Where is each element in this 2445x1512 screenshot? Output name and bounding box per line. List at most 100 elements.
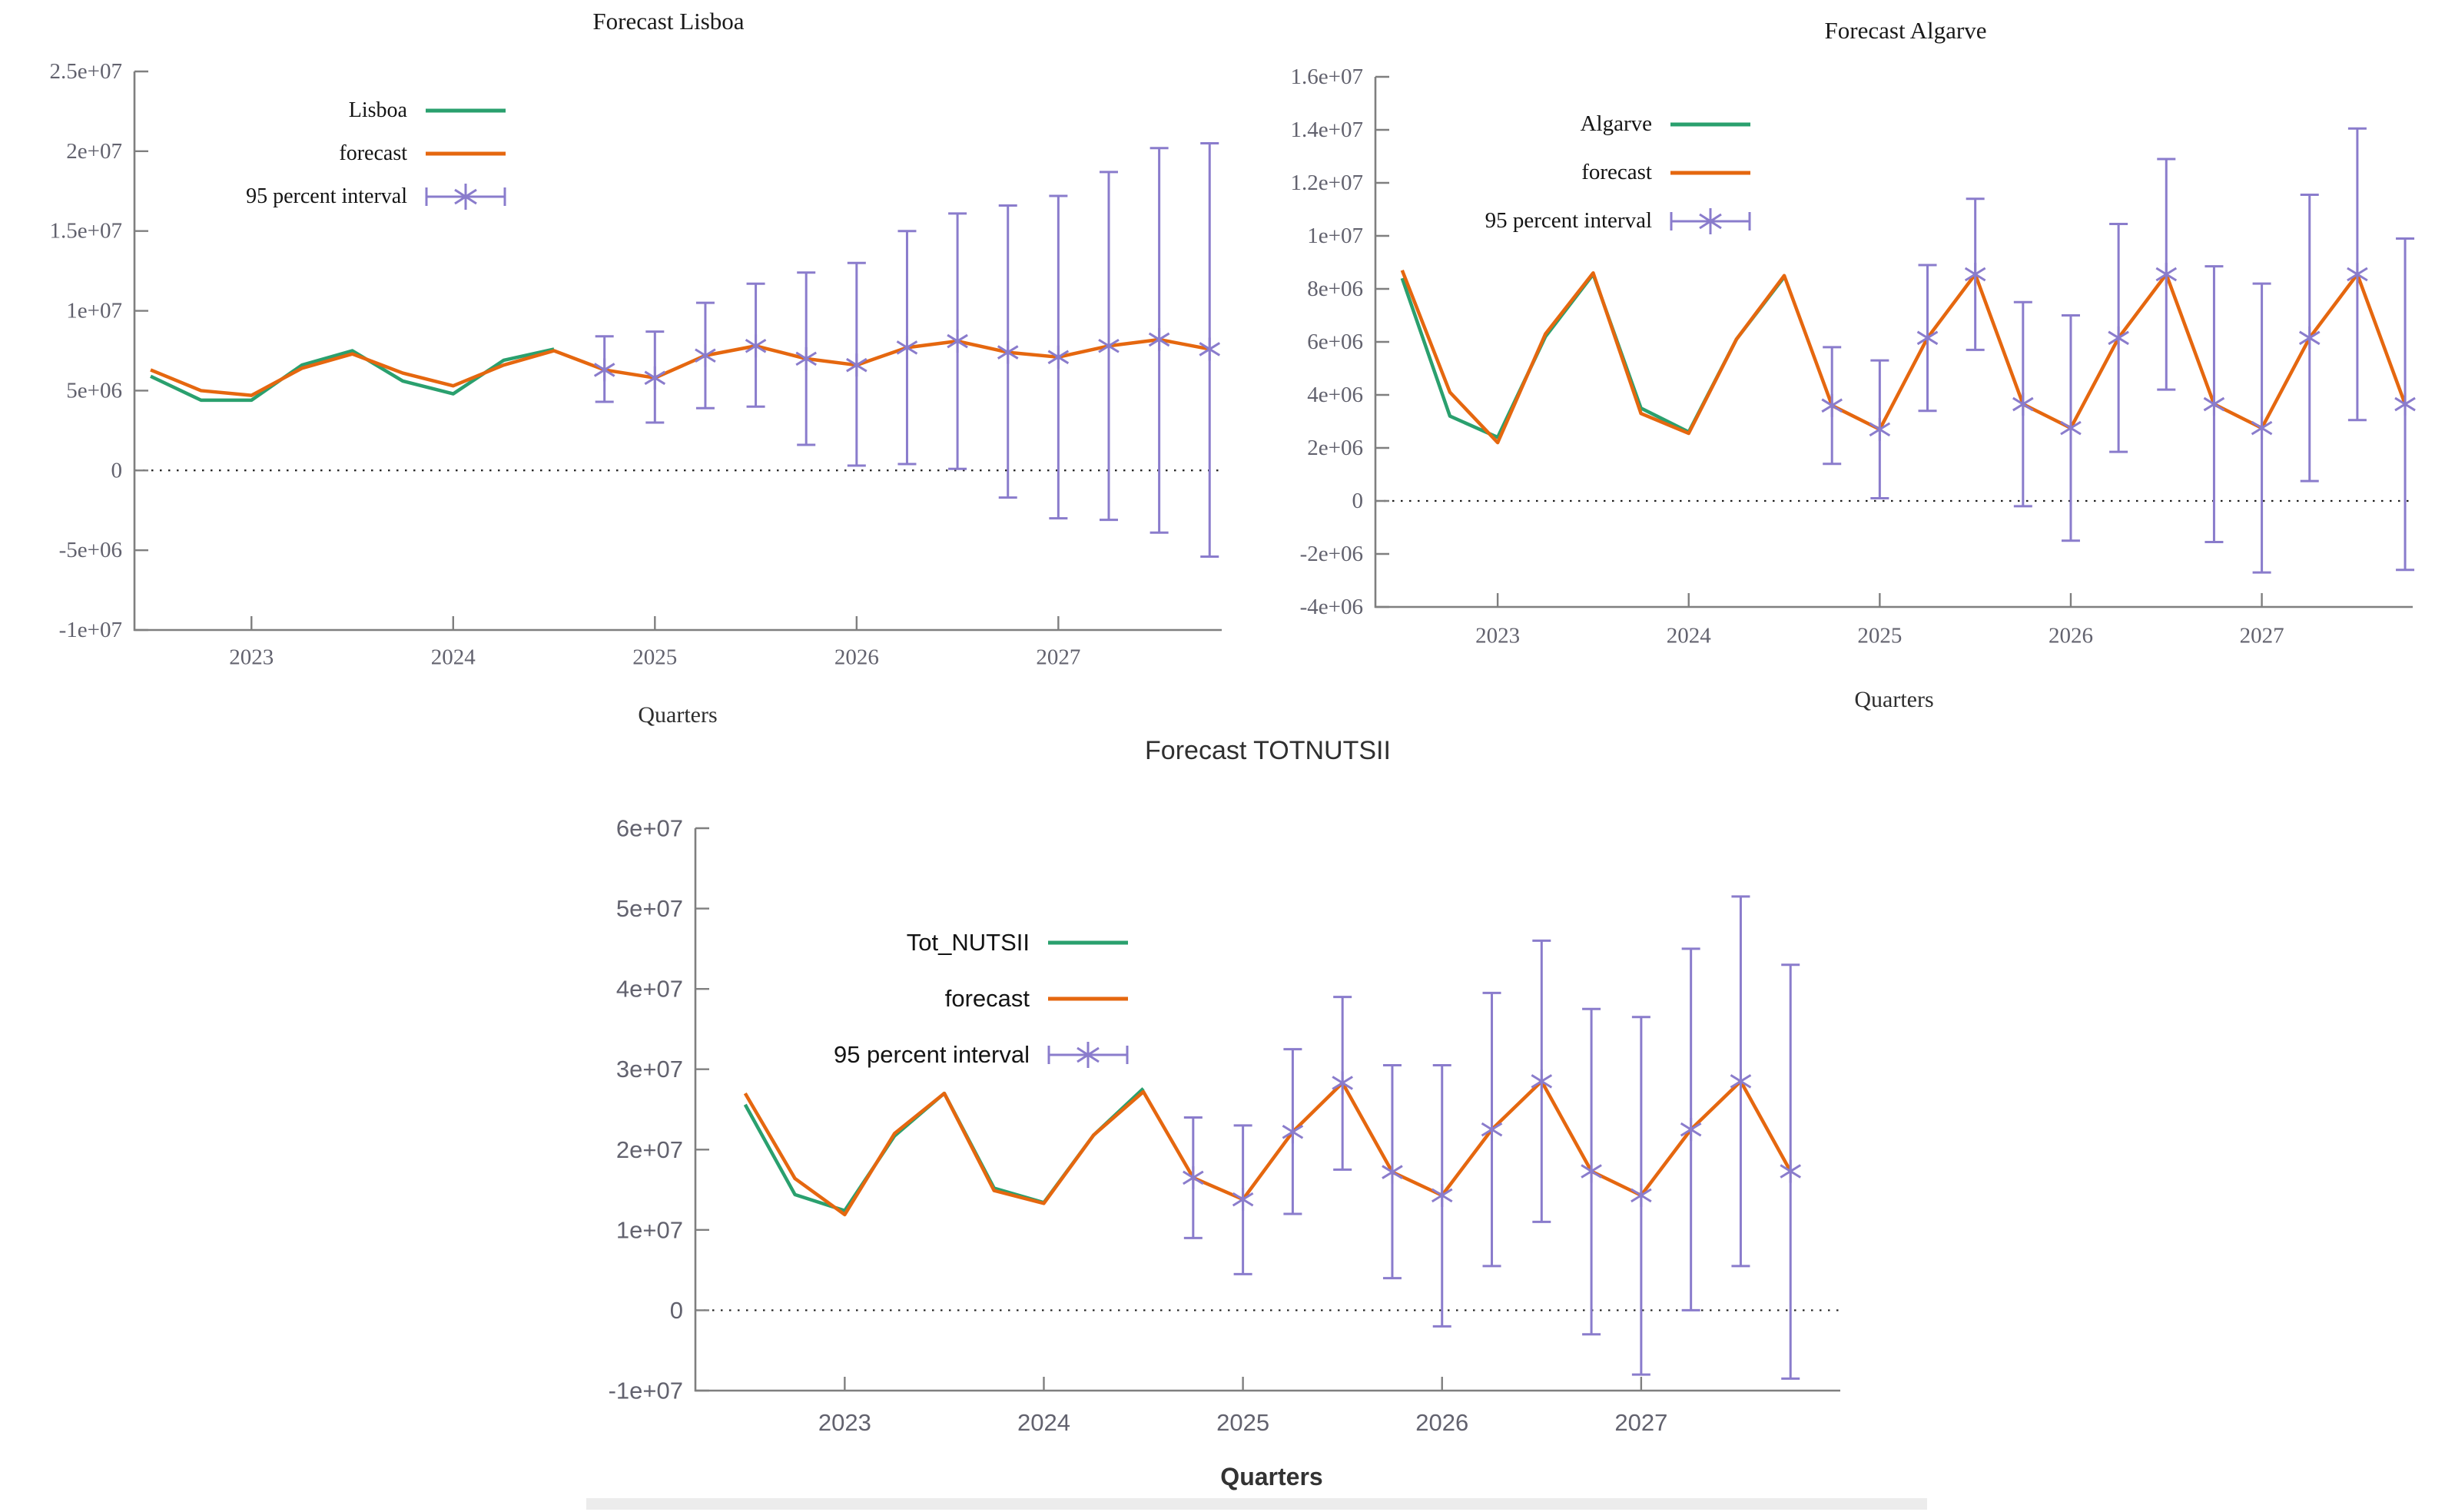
y-tick-label: 4e+06 — [1307, 383, 1363, 407]
y-tick-label: 0 — [1352, 489, 1364, 513]
asterisk-marker — [1869, 422, 1891, 437]
x-tick-label: 2024 — [1667, 624, 1712, 648]
chart-title-lisboa: Forecast Lisboa — [592, 8, 745, 35]
asterisk-marker — [644, 370, 666, 386]
asterisk-marker — [1631, 1188, 1652, 1203]
asterisk-marker — [745, 338, 767, 353]
legend-label: Tot_NUTSII — [906, 928, 1030, 956]
legend-label: 95 percent interval — [833, 1040, 1030, 1068]
series-forecast — [743, 1079, 1793, 1217]
asterisk-marker — [2060, 420, 2082, 436]
x-tick-label: 2025 — [632, 645, 677, 670]
x-tick-label: 2024 — [431, 645, 476, 670]
legend-item-observed: Algarve — [1329, 100, 1753, 148]
errorbar-sample-icon — [425, 184, 506, 210]
x-tick-label: 2025 — [1857, 624, 1902, 648]
legend-label: 95 percent interval — [1485, 208, 1652, 233]
axis-border — [694, 828, 1840, 1392]
asterisk-marker — [2108, 330, 2129, 346]
asterisk-marker — [2203, 396, 2225, 412]
y-tick-label: 1e+07 — [616, 1216, 683, 1243]
asterisk-marker — [1332, 1076, 1353, 1090]
legend-item-forecast: forecast — [85, 132, 509, 175]
legend-item-interval: 95 percent interval — [707, 1026, 1131, 1083]
x-axis-label-totnutsii: Quarters — [1220, 1463, 1323, 1490]
x-tick-label: 2027 — [1036, 645, 1080, 670]
x-tick-label: 2027 — [2240, 624, 2284, 648]
asterisk-marker — [1916, 330, 1939, 346]
legend-label: forecast — [339, 141, 407, 165]
x-tick-label: 2025 — [1216, 1409, 1269, 1436]
asterisk-marker — [1964, 267, 1986, 282]
asterisk-marker — [1780, 1164, 1802, 1179]
asterisk-marker — [2251, 420, 2273, 436]
line-sample-icon — [1048, 996, 1128, 1000]
x-tick-label: 2024 — [1017, 1409, 1070, 1436]
y-tick-label: 1.2e+07 — [1291, 171, 1363, 195]
asterisk-marker — [1199, 342, 1221, 356]
chart-title-totnutsii: Forecast TOTNUTSII — [1145, 736, 1391, 765]
asterisk-marker — [1581, 1164, 1602, 1179]
chart-title-algarve: Forecast Algarve — [1824, 17, 1987, 44]
legend-label: forecast — [1581, 160, 1652, 184]
y-tick-label: -1e+07 — [59, 618, 122, 642]
x-tick-label: 2023 — [1475, 624, 1520, 648]
asterisk-marker — [1431, 1188, 1453, 1203]
line-sample-icon — [426, 108, 506, 113]
asterisk-marker — [2012, 396, 2034, 412]
y-tick-label: -4e+06 — [1300, 595, 1363, 619]
asterisk-marker — [1148, 332, 1170, 347]
y-tick-label: 5e+07 — [616, 895, 683, 922]
asterisk-marker — [593, 363, 615, 377]
asterisk-marker — [896, 340, 918, 355]
asterisk-marker — [846, 357, 868, 373]
line-sample-icon — [1670, 122, 1750, 126]
legend-item-interval: 95 percent interval — [85, 175, 509, 218]
legend-label: forecast — [944, 984, 1030, 1012]
asterisk-marker — [1047, 350, 1070, 365]
legend-label: Lisboa — [348, 98, 407, 122]
y-tick-label: 2e+06 — [1307, 436, 1363, 460]
y-tick-label: 0 — [111, 458, 123, 482]
y-tick-label: 6e+06 — [1307, 330, 1363, 354]
y-tick-label: 3e+07 — [616, 1056, 683, 1083]
series-forecast — [1400, 270, 2407, 445]
asterisk-marker — [1531, 1074, 1553, 1089]
x-axis-label-algarve: Quarters — [1854, 687, 1934, 712]
y-tick-label: 4e+07 — [616, 976, 683, 1003]
asterisk-marker — [1821, 398, 1843, 413]
y-tick-label: 1.4e+07 — [1291, 118, 1363, 142]
y-tick-label: 2.5e+07 — [50, 59, 122, 84]
line-sample-icon — [1670, 171, 1750, 174]
asterisk-marker — [1680, 1122, 1702, 1137]
y-tick-label: 0 — [670, 1297, 683, 1324]
x-tick-label: 2026 — [2049, 624, 2093, 648]
asterisk-marker — [1232, 1192, 1254, 1207]
asterisk-marker — [997, 345, 1019, 360]
asterisk-marker — [1481, 1122, 1503, 1137]
legend-item-observed: Tot_NUTSII — [707, 914, 1131, 970]
errorbar-sample-icon — [1047, 1041, 1129, 1068]
asterisk-marker — [1183, 1170, 1204, 1185]
legend-item-observed: Lisboa — [85, 89, 509, 132]
y-tick-label: 6e+07 — [616, 815, 683, 842]
asterisk-marker — [2298, 330, 2321, 346]
asterisk-marker — [1282, 1125, 1304, 1139]
legend-label: 95 percent interval — [246, 184, 407, 208]
y-tick-label: -5e+06 — [59, 538, 122, 562]
line-sample-icon — [1048, 940, 1128, 944]
legend-lisboa: Lisboa forecast 95 percent interval — [85, 89, 509, 218]
asterisk-marker — [1730, 1074, 1752, 1089]
legend-label: Algarve — [1580, 111, 1652, 136]
x-tick-label: 2026 — [834, 645, 879, 670]
asterisk-marker — [947, 333, 968, 349]
x-tick-label: 2026 — [1415, 1409, 1468, 1436]
y-tick-label: 1.5e+07 — [50, 219, 122, 244]
asterisk-marker — [2155, 267, 2178, 282]
y-tick-label: 2e+07 — [66, 139, 122, 164]
y-tick-label: 5e+06 — [66, 378, 122, 403]
legend-item-forecast: forecast — [1329, 148, 1753, 197]
x-tick-label: 2027 — [1614, 1409, 1667, 1436]
